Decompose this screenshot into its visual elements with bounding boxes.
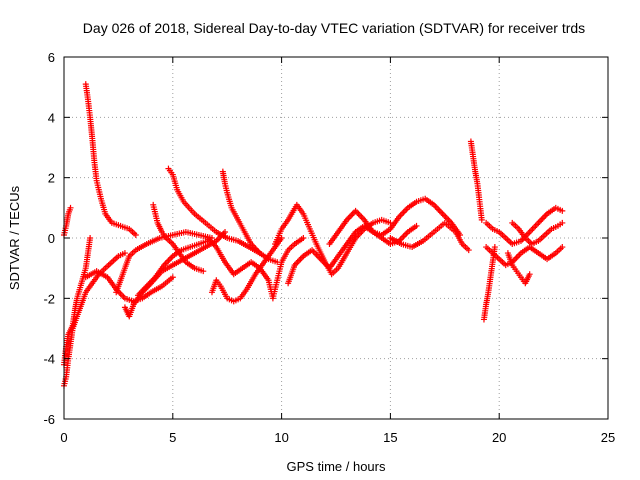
x-tick-label: 20 xyxy=(492,430,506,445)
x-tick-label: 25 xyxy=(601,430,615,445)
y-tick-label: -4 xyxy=(43,352,55,367)
data-point xyxy=(465,247,472,254)
data-point xyxy=(300,235,307,241)
data-point xyxy=(559,244,566,251)
data-point xyxy=(491,244,498,251)
y-tick-label: -2 xyxy=(43,291,55,306)
x-tick-label: 5 xyxy=(169,430,176,445)
chart-title: Day 026 of 2018, Sidereal Day-to-day VTE… xyxy=(83,20,585,36)
y-tick-label: 2 xyxy=(48,171,55,186)
data-point xyxy=(169,274,176,281)
data-point xyxy=(67,204,74,211)
x-tick-label: 0 xyxy=(60,430,67,445)
data-point xyxy=(526,271,533,278)
data-point xyxy=(222,228,229,235)
data-point xyxy=(87,235,94,241)
x-tick-label: 10 xyxy=(274,430,288,445)
y-tick-label: 6 xyxy=(48,50,55,65)
y-tick-label: 0 xyxy=(48,231,55,246)
data-point xyxy=(478,216,485,223)
data-point xyxy=(132,231,139,238)
y-tick-label: 4 xyxy=(48,110,55,125)
data-point xyxy=(559,219,566,226)
data-point xyxy=(413,222,420,229)
x-tick-label: 15 xyxy=(383,430,397,445)
x-axis-label: GPS time / hours xyxy=(287,459,386,474)
y-tick-label: -6 xyxy=(43,412,55,427)
data-point xyxy=(200,268,207,275)
y-axis-label: SDTVAR / TECUs xyxy=(7,185,22,290)
axis-ticks: 0 5 10 15 20 25 -6 -4 -2 0 2 4 6 xyxy=(43,50,615,445)
data-point xyxy=(121,250,128,257)
data-points xyxy=(61,81,566,389)
data-point xyxy=(559,207,566,214)
